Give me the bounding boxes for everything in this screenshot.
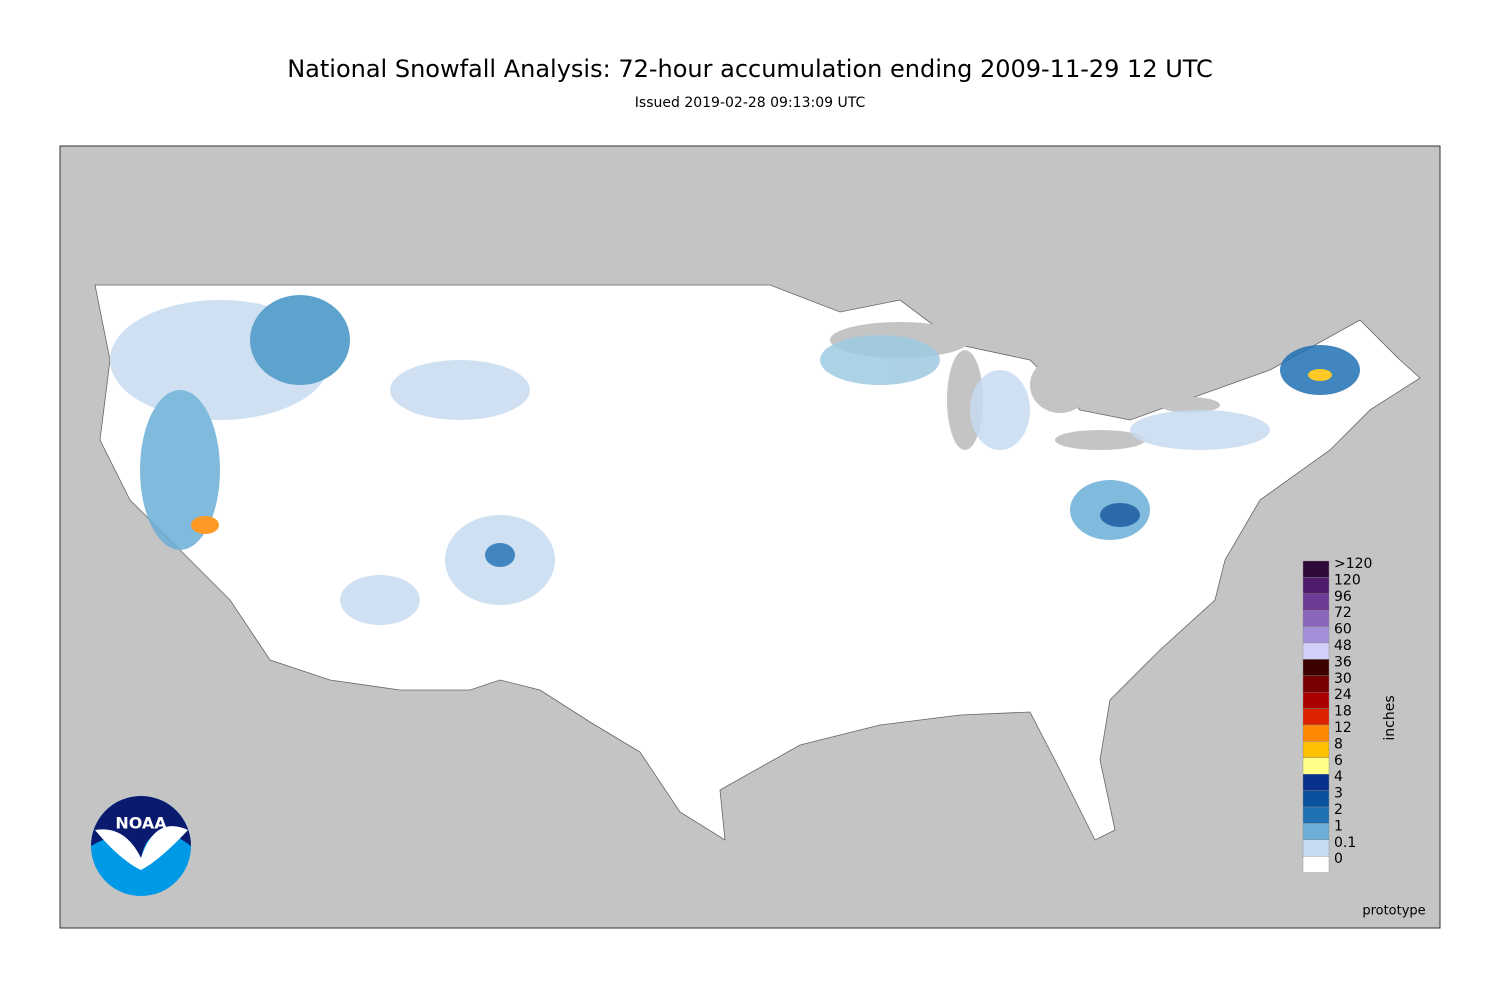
colorbar-box: [1302, 823, 1330, 841]
colorbar-tick-label: 2: [1334, 802, 1343, 818]
colorbar-tick-label: 6: [1334, 753, 1343, 769]
colorbar-box: [1302, 577, 1330, 595]
colorbar-box: [1302, 659, 1330, 677]
map: prototype: [59, 145, 1441, 929]
subtitle: Issued 2019-02-28 09:13:09 UTC: [635, 95, 866, 111]
colorbar-box: [1302, 692, 1330, 709]
colorbar-label: inches: [1382, 695, 1398, 740]
colorbar-box: [1302, 642, 1330, 660]
colorbar-box: [1302, 757, 1330, 775]
lake-ontario: [1160, 397, 1220, 413]
colorbar-tick-label: 48: [1334, 638, 1352, 654]
colorbar-tick-label: 8: [1334, 736, 1343, 752]
colorbar-tick-label: 72: [1334, 605, 1352, 621]
snow-area: [340, 575, 420, 625]
snow-area: [820, 335, 940, 385]
colorbar-box: [1302, 626, 1330, 644]
snow-area: [250, 295, 350, 385]
colorbar-tick-label: 4: [1334, 769, 1343, 785]
snow-area: [390, 360, 530, 420]
colorbar-box: [1302, 790, 1330, 808]
colorbar-box: [1302, 560, 1330, 578]
colorbar-box: [1302, 741, 1330, 759]
snow-area: [1100, 503, 1140, 527]
logo-top: [91, 796, 191, 858]
snow-area: [970, 370, 1030, 450]
us-land: [94, 284, 1421, 841]
colorbar-tick-label: 3: [1334, 786, 1343, 802]
colorbar-box: [1302, 675, 1330, 693]
colorbar-tick-label: 0: [1334, 851, 1343, 867]
colorbar-tick-label: 24: [1334, 687, 1352, 703]
colorbar-box: [1302, 724, 1330, 742]
colorbar-tick-label: >120: [1334, 556, 1372, 572]
colorbar-tick-label: 12: [1334, 720, 1352, 736]
colorbar-box: [1302, 856, 1330, 873]
colorbar-tick-label: 96: [1334, 589, 1352, 605]
snow-area: [140, 390, 220, 550]
colorbar-tick-label: 1: [1334, 818, 1343, 834]
colorbar-tick-label: 30: [1334, 671, 1352, 687]
colorbar-box: [1302, 774, 1330, 791]
logo-gull: [95, 826, 188, 870]
snow-area: [1308, 369, 1332, 381]
lake-huron: [1030, 357, 1090, 413]
colorbar: inches >1201209672604836302418128643210.…: [1302, 556, 1398, 873]
snow-area: [191, 516, 219, 534]
snow-area: [1130, 410, 1270, 450]
logo-text: NOAA: [115, 814, 167, 833]
footer-note: prototype: [1362, 904, 1425, 919]
lake-erie: [1055, 430, 1145, 450]
colorbar-tick-label: 0.1: [1334, 835, 1356, 851]
noaa-logo: NOAA: [91, 796, 191, 896]
title: National Snowfall Analysis: 72-hour accu…: [287, 55, 1213, 83]
colorbar-box: [1302, 806, 1330, 824]
colorbar-box: [1302, 708, 1330, 726]
colorbar-box: [1302, 610, 1330, 627]
colorbar-tick-label: 18: [1334, 704, 1352, 720]
snowfall-areas: [110, 295, 1360, 625]
colorbar-box: [1302, 593, 1330, 611]
colorbar-tick-label: 120: [1334, 572, 1361, 588]
colorbar-box: [1302, 839, 1330, 857]
colorbar-tick-label: 60: [1334, 622, 1352, 638]
colorbar-tick-label: 36: [1334, 654, 1352, 670]
snow-area: [485, 543, 515, 567]
